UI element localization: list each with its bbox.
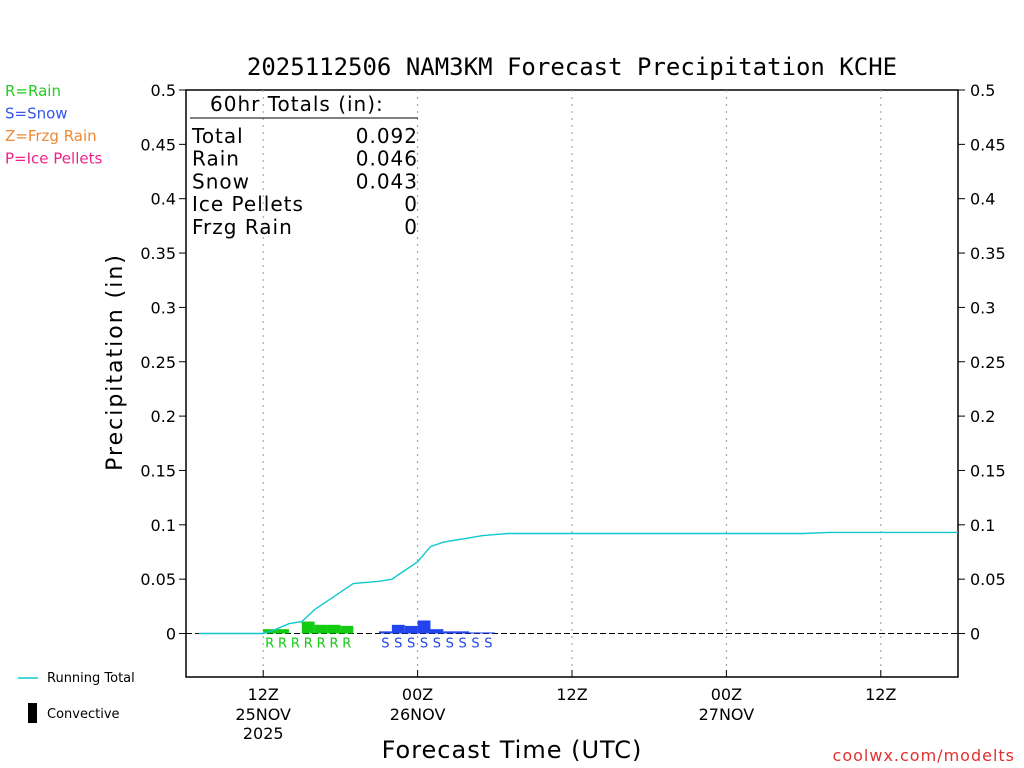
precip-type-letter: S: [433, 637, 441, 652]
totals-header: 60hr Totals (in):: [210, 92, 384, 116]
y-axis-right: 0 0.05 0.1 0.15 0.2 0.25 0.3 0.35 0.4 0.45 0.5: [958, 81, 1006, 644]
precip-type-letter: S: [420, 637, 428, 652]
precip-bar-rain: [340, 625, 354, 634]
precip-bar-snow: [379, 631, 392, 634]
y-axis-label: Precipitation (in): [103, 253, 128, 471]
precip-type-letter: R: [317, 637, 326, 652]
precip-type-letter: S: [394, 637, 402, 652]
totals-row-label: Total: [191, 124, 244, 148]
y-tick-label-right: 0: [970, 625, 980, 644]
y-tick-label-left: 0.1: [151, 516, 176, 535]
precip-type-letter: R: [329, 637, 338, 652]
precip-type-letter: R: [291, 637, 300, 652]
precip-bar-snow: [469, 632, 482, 634]
x-tick-date: 25NOV: [235, 705, 291, 724]
x-tick-date: 26NOV: [390, 705, 446, 724]
x-tick-date: 27NOV: [699, 705, 755, 724]
totals-row-value: 0: [404, 192, 418, 216]
precip-type-key: R=Rain S=Snow Z=Frzg Rain P=Ice Pellets: [5, 82, 102, 168]
y-tick-label-right: 0.3: [970, 298, 995, 317]
y-tick-label-right: 0.5: [970, 81, 995, 100]
precip-type-letter: R: [278, 637, 287, 652]
y-tick-label-right: 0.4: [970, 190, 995, 209]
y-tick-label-left: 0.2: [151, 407, 176, 426]
precip-type-letter: S: [471, 637, 479, 652]
totals-row-value: 0.043: [356, 169, 418, 193]
y-tick-label-left: 0.4: [151, 190, 176, 209]
precip-type-letter: R: [304, 637, 313, 652]
y-tick-label-right: 0.35: [970, 244, 1006, 263]
x-tick-label: 00Z: [402, 685, 433, 704]
x-tick-label: 12Z: [865, 685, 896, 704]
precip-type-letter: S: [484, 637, 492, 652]
precip-type-letter: R: [342, 637, 351, 652]
chart-title: 2025112506 NAM3KM Forecast Precipitation…: [247, 53, 897, 81]
y-tick-label-left: 0.25: [140, 353, 176, 372]
totals-row-value: 0: [404, 215, 418, 239]
type-key-entry: P=Ice Pellets: [5, 150, 102, 168]
precip-bar-rain: [276, 629, 289, 634]
y-tick-label-right: 0.15: [970, 461, 1006, 480]
precip-bar-snow: [417, 620, 431, 634]
precip-bar-snow: [430, 629, 444, 634]
precip-bar-rain: [327, 624, 341, 634]
legend-running-total-label: Running Total: [47, 671, 135, 686]
running-total-line: [198, 531, 958, 635]
y-tick-label-left: 0.45: [140, 135, 176, 154]
y-tick-label-left: 0: [166, 625, 176, 644]
y-tick-label-left: 0.3: [151, 298, 176, 317]
totals-row-label: Rain: [192, 147, 240, 171]
precip-type-letter: S: [459, 637, 467, 652]
precip-bars: [263, 620, 495, 634]
precip-bar-snow: [456, 631, 470, 634]
type-key-entry: S=Snow: [5, 105, 68, 123]
precip-bar-snow: [391, 624, 405, 634]
y-tick-label-left: 0.35: [140, 244, 176, 263]
precip-bar-snow: [443, 631, 457, 634]
x-tick-label: 12Z: [248, 685, 279, 704]
precip-type-letter: S: [381, 637, 389, 652]
x-tick-label: 00Z: [711, 685, 742, 704]
y-tick-label-left: 0.5: [151, 81, 176, 100]
x-axis-label: Forecast Time (UTC): [382, 736, 643, 764]
totals-row-value: 0.092: [356, 124, 418, 148]
y-tick-label-left: 0.05: [140, 570, 176, 589]
legend: Running Total Convective: [18, 671, 135, 723]
precip-bar-rain: [314, 624, 328, 634]
credit-text: coolwx.com/modelts: [833, 746, 1015, 765]
y-tick-label-right: 0.45: [970, 135, 1006, 154]
precip-type-letter: R: [265, 637, 274, 652]
totals-row-label: Snow: [192, 169, 250, 193]
precip-type-letter: S: [407, 637, 415, 652]
precip-bar-rain: [301, 621, 315, 634]
type-key-entry: Z=Frzg Rain: [5, 127, 97, 145]
totals-box: 60hr Totals (in): Total 0.092 Rain 0.046 Sno…: [190, 92, 418, 239]
x-tick-label: 12Z: [556, 685, 587, 704]
precip-bar-snow: [481, 632, 495, 634]
precip-bar-snow: [404, 625, 418, 634]
y-tick-label-right: 0.25: [970, 353, 1006, 372]
legend-convective-swatch: [28, 703, 37, 723]
totals-row-value: 0.046: [356, 147, 418, 171]
y-tick-label-left: 0.15: [140, 461, 176, 480]
y-tick-label-right: 0.2: [970, 407, 995, 426]
legend-convective-label: Convective: [47, 707, 120, 722]
y-tick-label-right: 0.1: [970, 516, 995, 535]
x-tick-year: 2025: [243, 724, 284, 743]
precip-type-letter: S: [446, 637, 454, 652]
y-axis-left: 0 0.05 0.1 0.15 0.2 0.25 0.3 0.35 0.4 0.45 0.5: [140, 81, 186, 644]
type-key-entry: R=Rain: [5, 82, 61, 100]
totals-row-label: Ice Pellets: [192, 192, 304, 216]
totals-row-label: Frzg Rain: [192, 215, 293, 239]
y-tick-label-right: 0.05: [970, 570, 1006, 589]
